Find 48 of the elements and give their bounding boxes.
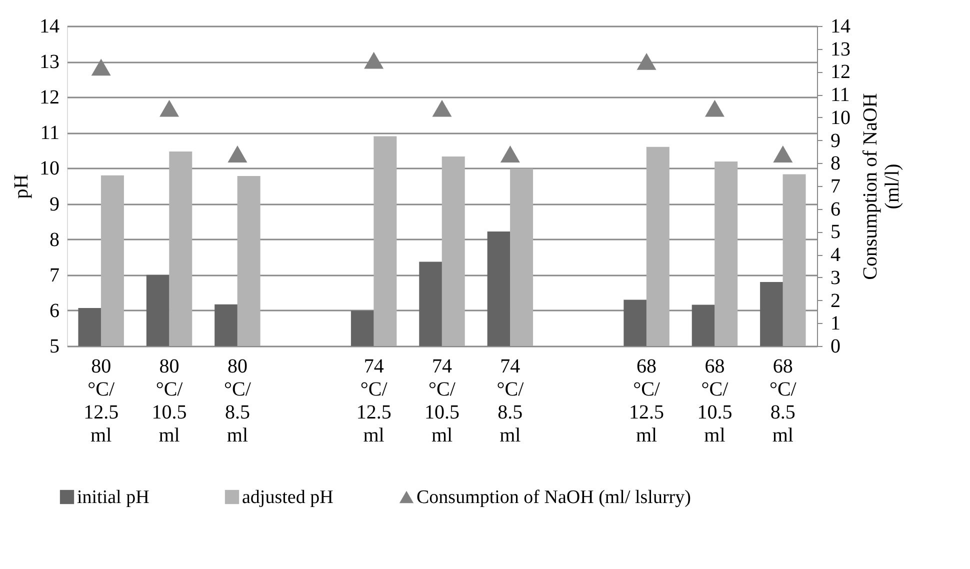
x-tick-label: 80 °C/ 12.5 ml (84, 356, 119, 446)
legend-label: adjusted pH (242, 487, 334, 508)
y2-tick-label: 13 (830, 38, 850, 60)
x-tick-label: 68 °C/ 8.5 ml (769, 356, 797, 446)
y-tick-label: 5 (50, 336, 60, 358)
y2-tick-label: 0 (830, 336, 840, 358)
y-axis-title: pH (10, 174, 32, 199)
point (228, 146, 248, 162)
y-tick-label: 12 (40, 86, 60, 109)
y-tick-label: 9 (50, 193, 60, 216)
point (432, 100, 452, 117)
x-tick-label: 68 °C/ 12.5 ml (629, 356, 664, 446)
point (91, 58, 111, 76)
point (773, 146, 793, 162)
y2-tick-label: 7 (830, 176, 840, 198)
y-tick-label: 8 (50, 228, 60, 251)
y2-axis-title: Consumption of NaOH (ml/l) (860, 93, 904, 280)
y2-tick-label: 14 (830, 16, 850, 38)
point (636, 52, 656, 70)
y2-tick-label: 4 (830, 244, 840, 266)
x-tick-label: 68 °C/ 10.5 ml (697, 356, 732, 446)
y-tick-label: 11 (40, 122, 60, 144)
y-tick-label: 10 (40, 158, 60, 180)
y2-tick-label: 8 (830, 152, 840, 175)
y-tick-label: 14 (40, 16, 60, 38)
y2-tick-label: 10 (830, 106, 850, 129)
legend-label: Consumption of NaOH (ml/ lslurry) (416, 487, 691, 508)
x-tick-label: 74 °C/ 8.5 ml (496, 356, 524, 446)
y2-tick-label: 6 (830, 198, 840, 220)
y2-tick-label: 5 (830, 221, 840, 244)
y2-tick-label: 1 (830, 312, 840, 335)
point (500, 146, 520, 162)
y2-tick-label: 12 (830, 61, 850, 84)
x-tick-label: 74 °C/ 10.5 ml (424, 356, 460, 446)
point (160, 100, 180, 117)
y-tick-label: 7 (50, 264, 60, 286)
y-tick-label: 13 (40, 51, 60, 74)
y2-tick-label: 11 (830, 84, 850, 106)
point (704, 100, 724, 117)
x-tick-label: 80 °C/ 8.5 ml (224, 356, 252, 446)
point (364, 52, 384, 69)
x-tick-label: 80 °C/ 10.5 ml (152, 356, 187, 446)
y2-tick-label: 9 (830, 130, 840, 152)
y2-tick-label: 3 (830, 266, 840, 289)
x-tick-label: 74 °C/ 12.5 ml (356, 356, 392, 446)
legend-label: initial pH (77, 487, 150, 508)
y-tick-label: 6 (50, 300, 60, 322)
y2-tick-label: 2 (830, 290, 840, 312)
